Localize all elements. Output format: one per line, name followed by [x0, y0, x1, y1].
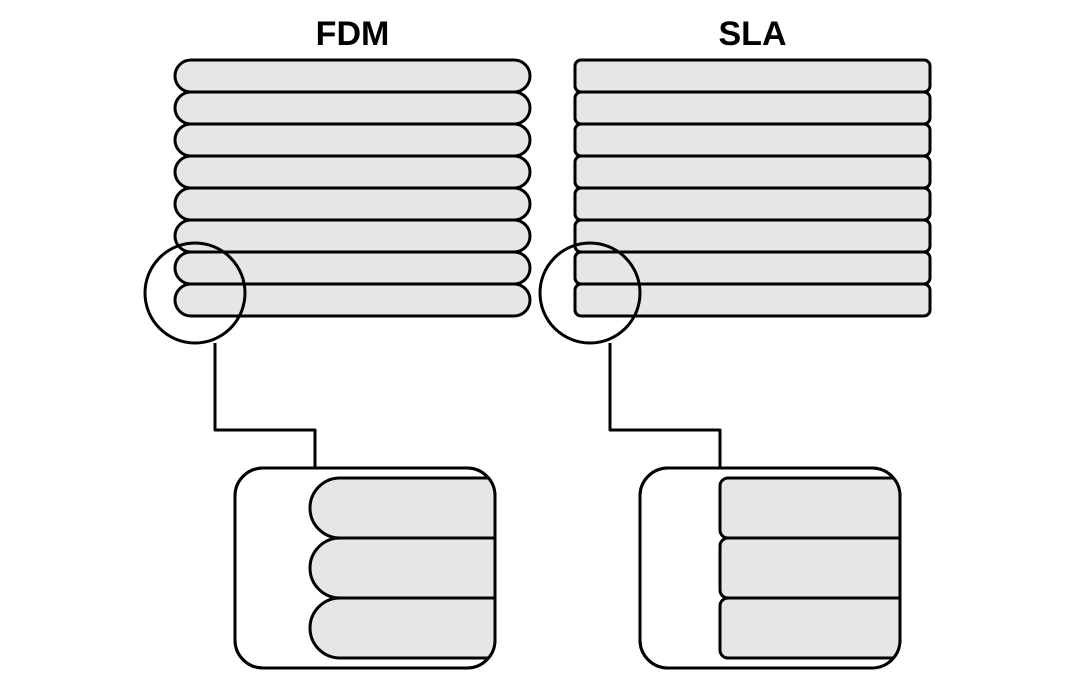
fdm-stack-layer — [175, 60, 530, 92]
sla-magnifier-layer — [720, 538, 912, 598]
sla-stack-layer — [575, 252, 930, 284]
fdm-stack-layer — [175, 156, 530, 188]
sla-connector — [610, 343, 720, 468]
sla-stack-layer — [575, 124, 930, 156]
sla-stack-layer — [575, 188, 930, 220]
fdm-stack-layer — [175, 124, 530, 156]
sla-stack-layer — [575, 156, 930, 188]
fdm-stack-layer — [175, 92, 530, 124]
sla-stack-layer — [575, 284, 930, 316]
sla-magnifier-layer — [720, 598, 912, 658]
fdm-stack-layer — [175, 220, 530, 252]
sla-stack-layer — [575, 92, 930, 124]
fdm-connector — [215, 343, 315, 468]
sla-stack-layer — [575, 220, 930, 252]
fdm-stack-layer — [175, 284, 530, 316]
sla-title: SLA — [719, 15, 787, 53]
sla-magnifier-layer — [720, 478, 912, 538]
diagram-canvas: FDM SLA — [0, 0, 1080, 693]
sla-magnifier-layers — [720, 478, 912, 658]
fdm-stack-layer — [175, 188, 530, 220]
sla-stack-layer — [575, 60, 930, 92]
fdm-title: FDM — [316, 15, 390, 53]
